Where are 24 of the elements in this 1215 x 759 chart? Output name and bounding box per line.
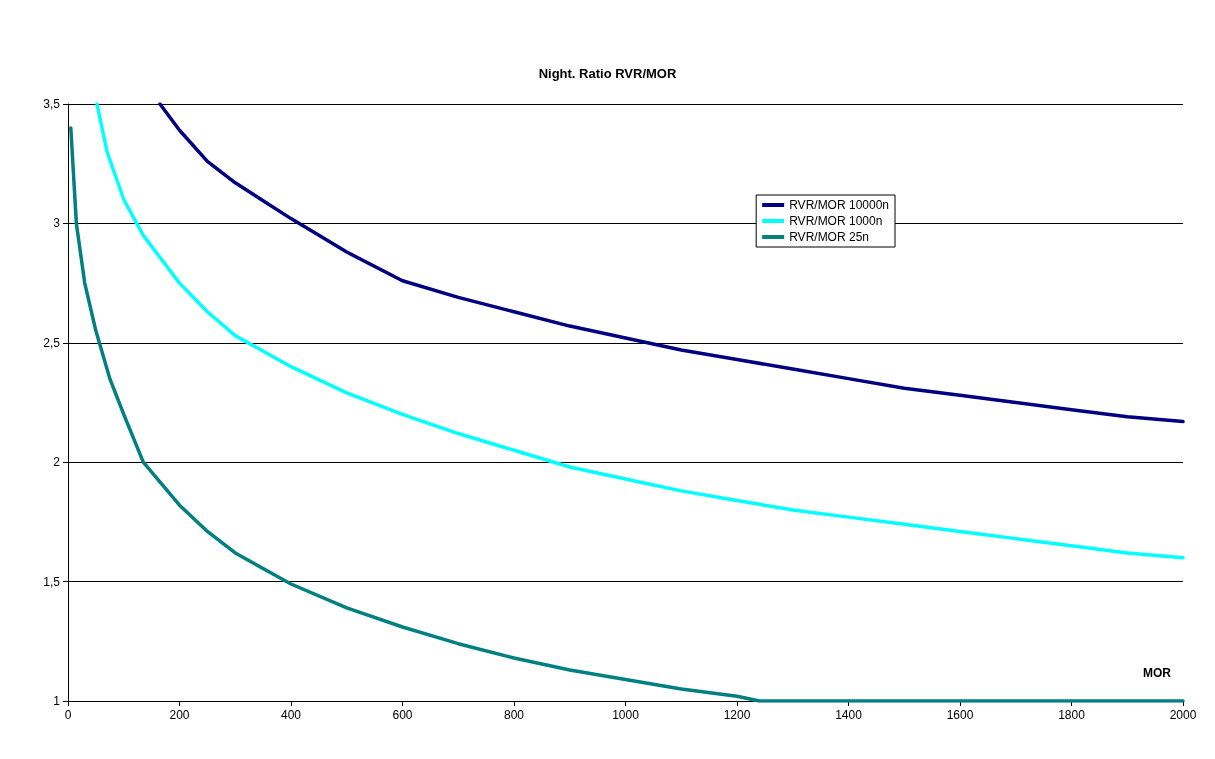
- y-tick-label: 3,5: [43, 97, 61, 111]
- x-tick-label: 1000: [612, 708, 640, 722]
- y-tick-label: 2: [53, 455, 61, 470]
- y-tick-label: 3: [53, 216, 61, 231]
- x-tick-label: 1200: [723, 708, 751, 722]
- chart-title: Night. Ratio RVR/MOR: [538, 66, 677, 81]
- x-tick-label: 1800: [1058, 708, 1086, 722]
- x-tick-label: 600: [392, 708, 413, 722]
- x-tick-label: 1600: [946, 708, 974, 722]
- line-series: [158, 102, 1185, 424]
- x-tick-label: 200: [169, 708, 190, 722]
- x-tick-label: 2000: [1169, 708, 1197, 722]
- x-tick-label: 400: [280, 708, 302, 722]
- x-tick-label: 800: [503, 708, 525, 722]
- y-tick-label: 1: [53, 694, 61, 708]
- y-tick-label: 2,5: [43, 335, 61, 350]
- x-tick-label: 1400: [835, 708, 863, 722]
- line-series: [95, 102, 1185, 560]
- y-tick-label: 1,5: [43, 574, 61, 589]
- legend-label: RVR/MOR 1000n: [789, 214, 883, 228]
- x-tick-label: 0: [64, 708, 72, 722]
- x-axis-title: MOR: [1143, 666, 1172, 680]
- legend-label: RVR/MOR 25n: [789, 230, 869, 244]
- legend-label: RVR/MOR 10000n: [789, 198, 889, 212]
